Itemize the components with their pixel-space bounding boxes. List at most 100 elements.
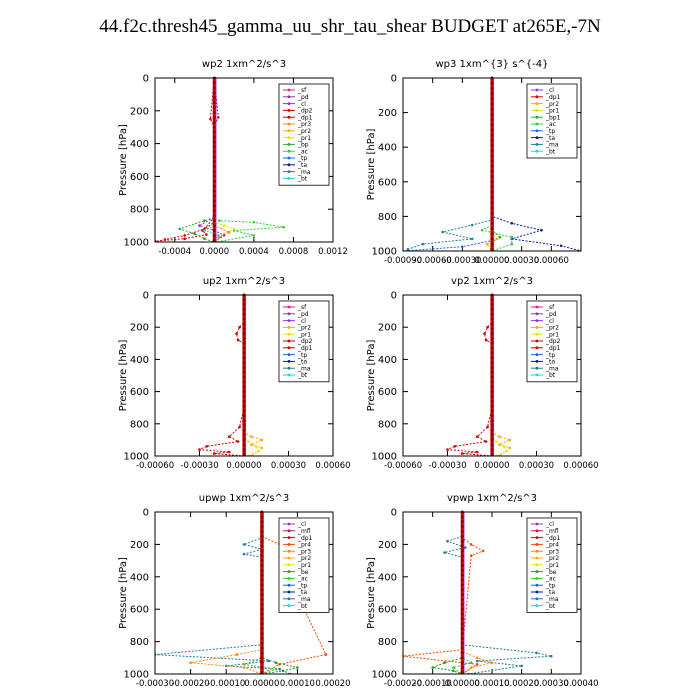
- profile-marker: [460, 539, 464, 543]
- profile-marker: [260, 666, 264, 670]
- y-tick-label: 200: [130, 106, 149, 117]
- legend-marker: [287, 332, 291, 336]
- profile-marker: [212, 229, 216, 233]
- profile-marker: [242, 404, 246, 408]
- data-point: [480, 228, 484, 232]
- profile-marker: [212, 130, 216, 134]
- y-tick-label: 0: [143, 291, 149, 302]
- data-point: [274, 667, 278, 671]
- legend-label: _pr2: [545, 555, 559, 562]
- legend-label: _tp: [545, 582, 555, 589]
- data-point: [520, 664, 523, 668]
- legend-marker: [535, 556, 539, 560]
- profile-marker: [490, 195, 494, 199]
- x-tick-label: 0.00000: [226, 461, 261, 471]
- chart-vp2: vp2 1xm^2/s^3 Pressure [hPa] 0 200 400 600 800…: [366, 276, 599, 471]
- profile-marker: [460, 612, 464, 616]
- data-point: [222, 224, 226, 227]
- data-point: [475, 656, 479, 660]
- legend-marker: [535, 570, 539, 573]
- data-point: [452, 666, 455, 669]
- profile-marker: [242, 346, 246, 350]
- legend-label: _dp1: [297, 114, 313, 121]
- profile-marker: [212, 194, 216, 198]
- data-point: [495, 237, 499, 241]
- legend-label: _ac: [545, 576, 556, 583]
- profile-marker: [212, 96, 216, 100]
- y-tick-label: 1000: [124, 670, 149, 681]
- profile-marker: [490, 399, 494, 403]
- legend-marker: [535, 95, 539, 99]
- profile-marker: [490, 346, 494, 350]
- profile-marker: [490, 298, 494, 302]
- legend-label: _mfl: [545, 528, 559, 535]
- y-tick-label: 0: [143, 74, 149, 85]
- series-line-pr2: [491, 295, 512, 456]
- profile-marker: [212, 135, 216, 139]
- legend-label: _ma: [297, 365, 311, 372]
- y-tick-label: 800: [130, 205, 149, 216]
- profile-marker: [460, 670, 464, 674]
- series-line-pr3: [190, 512, 263, 674]
- profile-marker: [260, 525, 264, 529]
- profile-marker: [460, 529, 464, 533]
- legend-marker: [287, 170, 291, 174]
- legend-label: _be: [545, 569, 557, 576]
- x-tick-label: 0.00030: [271, 461, 306, 471]
- legend-marker: [535, 129, 539, 133]
- data-point: [209, 117, 212, 121]
- legend-label: _ac: [297, 148, 308, 155]
- legend: _cl_dp1_pr2_pr1_bp1_ac_tp_ta_ma_bt: [526, 83, 578, 159]
- legend-label: _cl: [297, 521, 306, 528]
- profile-marker: [212, 209, 216, 213]
- legend-label: _pr2: [545, 325, 559, 332]
- data-point: [461, 452, 464, 455]
- profile-marker: [242, 423, 246, 427]
- profile-marker: [242, 394, 246, 398]
- profile-marker: [260, 563, 264, 567]
- data-point: [535, 651, 538, 655]
- profile-marker: [490, 169, 494, 173]
- data-point: [203, 219, 206, 222]
- chart-title: upwp 1xm^2/s^3: [199, 493, 289, 504]
- series-line-pr3: [461, 512, 494, 674]
- profile-marker: [490, 327, 494, 331]
- series-line-bp: [178, 78, 215, 242]
- data-point: [452, 669, 455, 673]
- y-tick-label: 200: [378, 540, 397, 551]
- profile-marker: [460, 534, 464, 538]
- y-tick-label: 1000: [372, 247, 397, 258]
- profile-marker: [490, 211, 494, 215]
- data-point: [217, 116, 220, 119]
- legend-label: _ma: [545, 142, 559, 149]
- legend-label: _be: [297, 569, 309, 576]
- legend-label: _pr3: [545, 548, 559, 555]
- profile-marker: [242, 380, 246, 384]
- data-point: [227, 230, 231, 234]
- profile-marker: [490, 143, 494, 147]
- profile-marker: [212, 115, 216, 119]
- legend-marker: [287, 305, 291, 309]
- profile-marker: [212, 174, 216, 178]
- data-point: [498, 435, 501, 439]
- legend-marker: [535, 319, 539, 322]
- profile-marker: [490, 190, 494, 194]
- profile-marker: [490, 303, 494, 307]
- data-point: [443, 551, 446, 554]
- profile-marker: [212, 204, 216, 208]
- series-line-pr2: [243, 295, 264, 456]
- y-tick-label: 400: [378, 572, 397, 583]
- profile-marker: [490, 365, 494, 369]
- x-tick-label: 0.00020: [315, 679, 350, 689]
- legend-label: _ta: [297, 589, 307, 596]
- legend-label: _cl: [545, 521, 554, 528]
- data-point: [274, 661, 278, 664]
- data-point: [469, 661, 473, 664]
- legend-label: _bp: [297, 142, 309, 149]
- profile-marker: [490, 185, 494, 189]
- legend-label: _bt: [545, 372, 556, 379]
- x-tick-label: -0.00030: [443, 256, 481, 266]
- profile-marker: [242, 370, 246, 374]
- x-tick-label: 0.0004: [239, 247, 269, 257]
- data-point: [254, 445, 258, 448]
